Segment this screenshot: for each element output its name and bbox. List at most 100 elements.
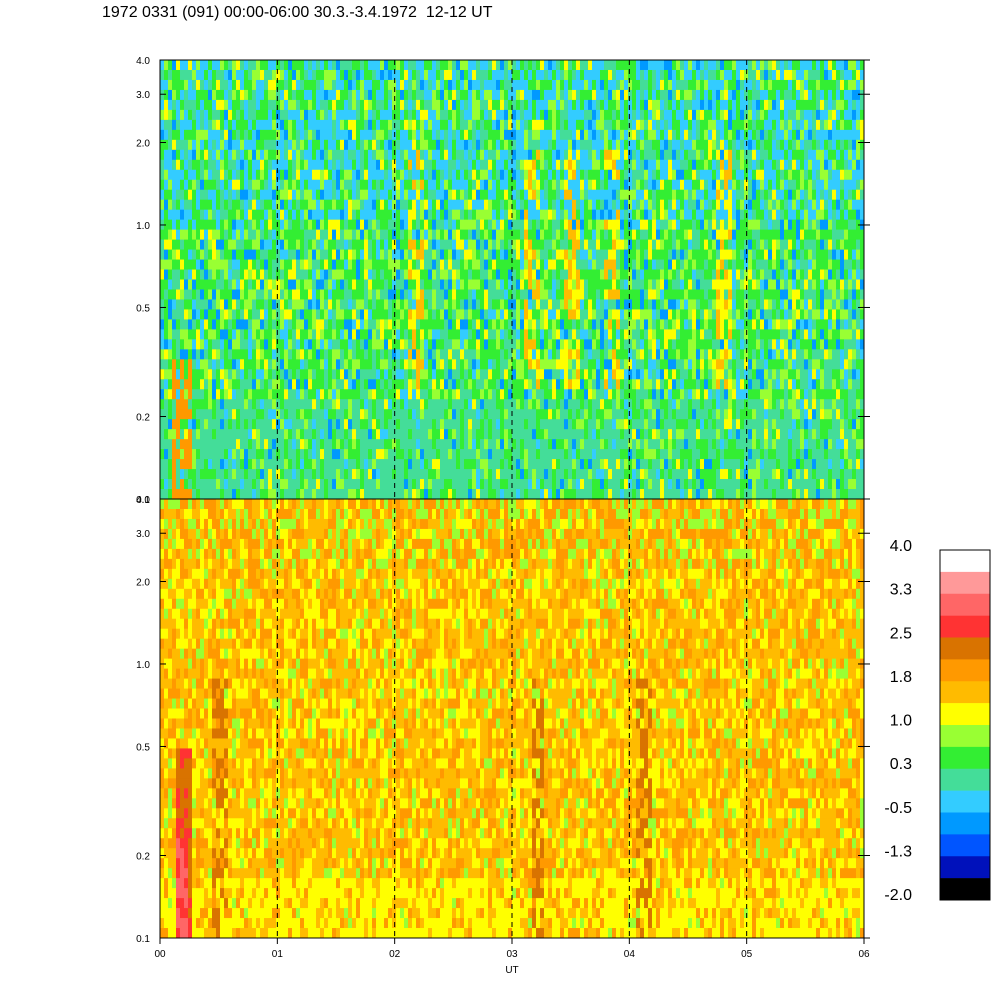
heatmap-cell [416, 459, 421, 470]
heatmap-cell [160, 309, 165, 320]
heatmap-cell [168, 129, 173, 141]
heatmap-cell [300, 239, 305, 250]
heatmap-cell [528, 219, 533, 231]
heatmap-cell [524, 209, 529, 221]
heatmap-cell [448, 229, 453, 240]
heatmap-cell [472, 429, 477, 440]
heatmap-cell [524, 109, 529, 121]
heatmap-cell [240, 479, 245, 490]
heatmap-cell [348, 329, 353, 340]
heatmap-cell [212, 169, 217, 181]
heatmap-cell [252, 189, 257, 201]
heatmap-cell [376, 219, 381, 231]
heatmap-cell [496, 429, 501, 440]
heatmap-cell [496, 99, 501, 111]
heatmap-cell [328, 60, 333, 71]
heatmap-cell [376, 199, 381, 211]
heatmap-cell [428, 329, 433, 340]
heatmap-cell [328, 179, 333, 191]
heatmap-cell [372, 79, 377, 91]
heatmap-cell [524, 69, 529, 81]
heatmap-cell [428, 479, 433, 490]
heatmap-cell [560, 249, 565, 260]
heatmap-cell [440, 399, 445, 410]
heatmap-cell [344, 139, 349, 151]
heatmap-cell [476, 229, 481, 240]
heatmap-cell [408, 149, 413, 161]
heatmap-cell [444, 489, 449, 500]
heatmap-cell [304, 149, 309, 161]
heatmap-cell [608, 179, 613, 191]
heatmap-cell [220, 279, 225, 290]
heatmap-cell [276, 399, 281, 410]
heatmap-cell [276, 409, 281, 420]
heatmap-cell [376, 239, 381, 250]
heatmap-cell [252, 349, 257, 360]
heatmap-cell [248, 429, 253, 440]
heatmap-cell [436, 339, 441, 350]
heatmap-cell [324, 129, 329, 141]
heatmap-cell [236, 89, 241, 101]
heatmap-cell [336, 329, 341, 340]
heatmap-cell [408, 299, 413, 310]
heatmap-cell [368, 459, 373, 470]
heatmap-cell [516, 299, 521, 310]
heatmap-cell [608, 419, 613, 430]
heatmap-cell [464, 219, 469, 231]
heatmap-cell [344, 469, 349, 480]
heatmap-cell [240, 279, 245, 290]
heatmap-cell [312, 199, 317, 211]
heatmap-cell [552, 119, 557, 131]
heatmap-cell [304, 419, 309, 430]
heatmap-cell [184, 209, 189, 221]
heatmap-cell [392, 179, 397, 191]
heatmap-cell [280, 489, 285, 500]
heatmap-cell [448, 149, 453, 161]
heatmap-cell [372, 259, 377, 270]
heatmap-cell [420, 369, 425, 380]
heatmap-cell [244, 249, 249, 260]
heatmap-cell [580, 369, 585, 380]
heatmap-cell [200, 279, 205, 290]
heatmap-cell [224, 439, 229, 450]
heatmap-cell [200, 389, 205, 400]
heatmap-cell [296, 139, 301, 151]
heatmap-cell [488, 409, 493, 420]
heatmap-cell [568, 99, 573, 111]
heatmap-cell [332, 129, 337, 141]
heatmap-cell [184, 239, 189, 250]
heatmap-cell [592, 99, 597, 111]
heatmap-cell [252, 279, 257, 290]
heatmap-cell [256, 429, 261, 440]
heatmap-cell [508, 449, 513, 460]
heatmap-cell [248, 419, 253, 430]
heatmap-cell [200, 269, 205, 280]
heatmap-cell [292, 389, 297, 400]
heatmap-cell [172, 189, 177, 201]
heatmap-cell [440, 459, 445, 470]
heatmap-cell [344, 79, 349, 91]
heatmap-cell [452, 209, 457, 221]
heatmap-cell [396, 149, 401, 161]
heatmap-cell [424, 309, 429, 320]
heatmap-cell [316, 349, 321, 360]
heatmap-cell [604, 239, 609, 250]
heatmap-cell [304, 209, 309, 221]
heatmap-cell [512, 199, 517, 211]
heatmap-cell [612, 129, 617, 141]
heatmap-cell [612, 259, 617, 270]
heatmap-cell [240, 179, 245, 191]
heatmap-cell [424, 189, 429, 201]
heatmap-cell [504, 319, 509, 330]
heatmap-cell [196, 479, 201, 490]
heatmap-cell [200, 79, 205, 91]
heatmap-cell [580, 139, 585, 151]
heatmap-cell [240, 269, 245, 280]
heatmap-cell [484, 289, 489, 300]
heatmap-cell [280, 229, 285, 240]
heatmap-cell [456, 369, 461, 380]
heatmap-cell [456, 109, 461, 121]
heatmap-cell [548, 189, 553, 201]
heatmap-cell [580, 189, 585, 201]
heatmap-cell [480, 299, 485, 310]
